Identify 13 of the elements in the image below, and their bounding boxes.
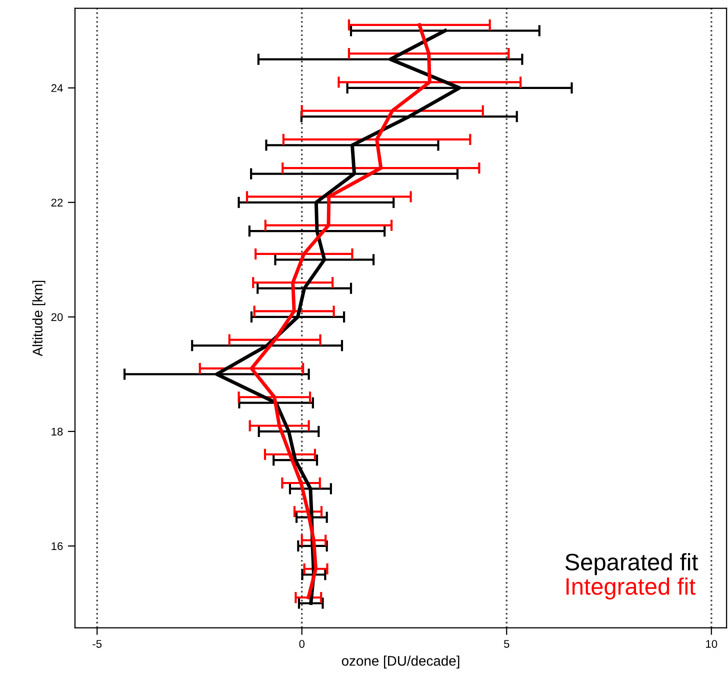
text: Integrated fit [566,578,696,600]
x-tick-label: -5 [92,640,102,648]
y-tick-label: 16 [52,542,63,550]
x-axis-title: ozone [DU/decade] [342,656,460,669]
text: Separated fit [565,553,698,576]
y-axis-title: Altitude [km] [32,280,46,356]
x-tick-label: 5 [504,640,510,648]
y-tick-label: 22 [51,198,63,206]
y-tick-label: 20 [51,313,63,322]
x-tick-label: 10 [706,640,718,648]
x-tick-label: 0 [299,640,305,648]
y-tick-label: 18 [52,428,63,436]
y-tick-label: 24 [51,84,63,92]
